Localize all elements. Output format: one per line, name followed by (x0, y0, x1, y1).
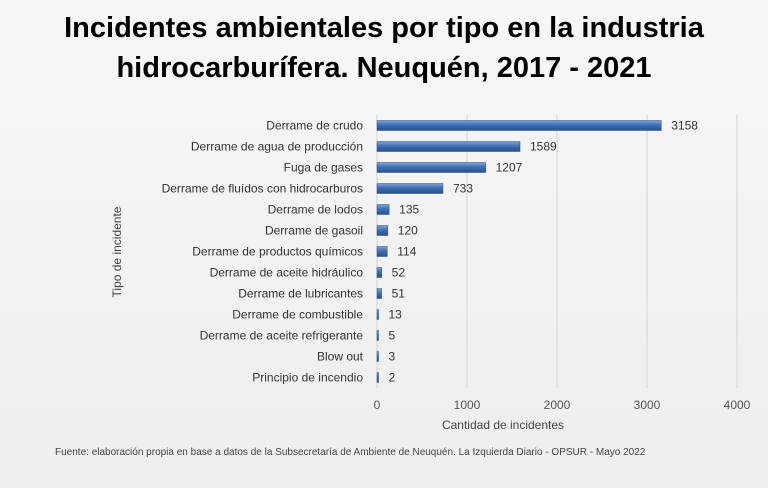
category-label: Principio de incendio (252, 371, 363, 385)
chart-title-line-1: Incidentes ambientales por tipo en la in… (64, 12, 704, 44)
bar (376, 162, 486, 173)
value-label: 5 (389, 329, 396, 343)
value-label: 52 (392, 266, 406, 280)
value-label: 733 (453, 182, 473, 196)
gridlines (376, 115, 738, 388)
category-label: Derrame de aceite refrigerante (200, 329, 364, 343)
bar (376, 330, 379, 341)
category-label: Derrame de agua de producción (191, 140, 363, 154)
bar (376, 372, 379, 383)
category-label: Derrame de productos químicos (192, 245, 363, 259)
bar (376, 204, 390, 215)
value-label: 3 (389, 350, 396, 364)
bar (376, 183, 444, 194)
x-tick-label: 2000 (544, 398, 571, 412)
value-label: 2 (389, 371, 396, 385)
y-axis-title: Tipo de incidente (110, 206, 124, 297)
bar (376, 288, 382, 299)
x-tick-label: 1000 (454, 398, 481, 412)
bar (376, 141, 521, 152)
x-tick-labels: 0 1000 2000 3000 4000 (374, 398, 751, 412)
x-tick-label: 4000 (724, 398, 751, 412)
value-label: 51 (392, 287, 406, 301)
category-label: Derrame de crudo (266, 119, 363, 133)
category-label: Blow out (317, 350, 364, 364)
value-label: 120 (398, 224, 418, 238)
chart-title: Incidentes ambientales por tipo en la in… (0, 8, 768, 88)
category-label: Derrame de gasoil (265, 224, 363, 238)
value-label: 3158 (671, 119, 698, 133)
x-axis-title: Cantidad de incidentes (442, 418, 564, 432)
category-label: Derrame de lubricantes (238, 287, 363, 301)
category-label: Fuga de gases (284, 161, 363, 175)
bar (376, 309, 379, 320)
bar (376, 120, 662, 131)
value-label: 1207 (496, 161, 523, 175)
bar (376, 267, 382, 278)
category-label: Derrame de aceite hidráulico (210, 266, 364, 280)
bars (376, 120, 662, 383)
bar (376, 225, 389, 236)
source-note: Fuente: elaboración propia en base a dat… (55, 447, 646, 458)
x-tick-label: 3000 (634, 398, 661, 412)
chart-title-line-2: hidrocarburífera. Neuquén, 2017 - 2021 (116, 52, 652, 84)
category-labels: Derrame de crudo Derrame de agua de produ… (162, 119, 364, 385)
bar (376, 351, 379, 362)
x-tick-label: 0 (374, 398, 381, 412)
value-label: 114 (397, 245, 416, 259)
category-label: Derrame de combustible (232, 308, 363, 322)
category-label: Derrame de lodos (268, 203, 363, 217)
value-label: 135 (399, 203, 419, 217)
bar (376, 246, 388, 257)
value-label: 1589 (530, 140, 557, 154)
category-label: Derrame de fluídos con hidrocarburos (162, 182, 363, 196)
value-label: 13 (389, 308, 403, 322)
